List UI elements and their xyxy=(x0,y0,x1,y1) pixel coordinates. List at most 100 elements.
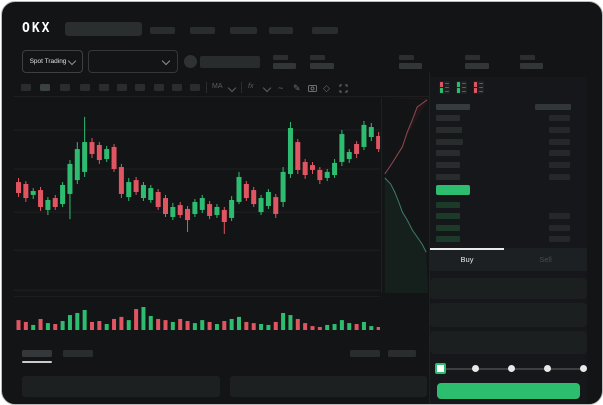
bid-row-2-price[interactable] xyxy=(436,225,460,231)
active-tab-underline xyxy=(22,361,52,363)
ask-row-0-price[interactable] xyxy=(436,104,470,110)
candlestick-chart[interactable] xyxy=(14,98,380,294)
timeframe-button-1[interactable] xyxy=(40,84,50,91)
bottom-placeholder-1[interactable] xyxy=(388,350,416,357)
slider-stop-4[interactable] xyxy=(579,364,587,372)
candle-body xyxy=(229,199,235,218)
ask-row-6-price[interactable] xyxy=(436,174,460,180)
trade-field-1[interactable] xyxy=(430,303,587,327)
trade-field-2[interactable] xyxy=(430,331,587,354)
volume-bar xyxy=(332,324,337,330)
diamond-icon[interactable]: ◇ xyxy=(323,83,330,93)
timeframe-button-2[interactable] xyxy=(60,84,70,91)
orderbook-panel: Buy Sell xyxy=(430,77,587,404)
candle-body xyxy=(148,188,154,200)
candle-body xyxy=(170,207,176,217)
ask-row-5-price[interactable] xyxy=(436,162,460,168)
ask-row-3-price[interactable] xyxy=(436,139,463,145)
bid-row-3-price[interactable] xyxy=(436,236,460,242)
chevron-down-icon[interactable] xyxy=(262,83,272,93)
fullscreen-icon[interactable] xyxy=(339,84,348,93)
candle-body xyxy=(346,152,352,160)
bottom-bar-1[interactable] xyxy=(230,376,427,397)
volume-bar xyxy=(244,321,249,330)
book-buy-icon[interactable] xyxy=(456,81,467,94)
timeframe-button-5[interactable] xyxy=(117,84,127,91)
candle-body xyxy=(361,124,367,147)
ask-row-4-amount xyxy=(549,150,570,156)
nav-item-4[interactable] xyxy=(312,27,338,34)
ask-row-1-amount xyxy=(549,115,570,121)
timeframe-button-7[interactable] xyxy=(154,84,164,91)
timeframe-button-9[interactable] xyxy=(190,84,200,91)
trade-field-0[interactable] xyxy=(430,278,587,299)
nav-item-0[interactable] xyxy=(150,27,175,34)
stat-0-value xyxy=(273,63,296,69)
volume-bar xyxy=(90,321,94,330)
bottom-tab-0[interactable] xyxy=(22,350,52,357)
volume-bar xyxy=(288,315,293,330)
fx-dropdown[interactable]: fx xyxy=(248,83,254,90)
nav-item-3[interactable] xyxy=(269,27,293,34)
candle-body xyxy=(177,205,183,215)
depth-sell-line xyxy=(384,99,428,175)
volume-chart[interactable] xyxy=(14,301,380,332)
ask-row-4-price[interactable] xyxy=(436,150,460,156)
ask-row-2-price[interactable] xyxy=(436,127,462,133)
ask-row-2-amount xyxy=(549,127,570,133)
timeframe-button-4[interactable] xyxy=(99,84,109,91)
tab-sell[interactable]: Sell xyxy=(539,255,552,264)
candle-body xyxy=(155,191,161,208)
line-tool-icon[interactable]: ~ xyxy=(278,83,284,93)
slider-stop-1[interactable] xyxy=(472,364,480,372)
timeframe-button-0[interactable] xyxy=(21,84,31,91)
bottom-bar-0[interactable] xyxy=(22,376,220,397)
timeframe-button-3[interactable] xyxy=(80,84,90,91)
toolbar-divider xyxy=(241,82,242,93)
volume-bar xyxy=(354,324,359,330)
candle-body xyxy=(258,198,264,213)
tab-buy[interactable]: Buy xyxy=(460,255,474,264)
okx-logo[interactable]: OKX xyxy=(22,21,52,36)
volume-bar xyxy=(104,324,109,330)
candle-body xyxy=(82,142,88,172)
slider-stop-2[interactable] xyxy=(508,364,515,372)
chevron-down-icon[interactable] xyxy=(227,83,237,93)
candle-body xyxy=(67,163,73,194)
candle-body xyxy=(332,162,338,176)
draw-pencil-icon[interactable]: ✎ xyxy=(293,83,301,93)
timeframe-button-6[interactable] xyxy=(135,84,145,91)
bid-row-0-price[interactable] xyxy=(436,202,460,208)
pair-avatar xyxy=(184,55,197,68)
candle-body xyxy=(74,149,80,181)
bottom-tab-1[interactable] xyxy=(63,350,93,357)
stat-4-label xyxy=(520,55,535,60)
nav-item-1[interactable] xyxy=(190,27,215,34)
book-sell-icon[interactable] xyxy=(473,81,484,94)
timeframe-button-8[interactable] xyxy=(172,84,182,91)
indicator-dropdown[interactable]: MA xyxy=(212,83,223,90)
pair-select-dropdown[interactable] xyxy=(88,50,178,73)
depth-chart[interactable] xyxy=(383,98,428,293)
volume-bar xyxy=(273,321,278,330)
book-both-icon[interactable] xyxy=(439,81,450,94)
slider-stop-3[interactable] xyxy=(543,364,551,372)
bottom-placeholder-0[interactable] xyxy=(350,350,380,357)
nav-item-2[interactable] xyxy=(230,27,257,34)
volume-bar xyxy=(325,324,330,330)
candle-body xyxy=(30,191,36,195)
buy-submit-button[interactable] xyxy=(437,383,580,399)
candle-body xyxy=(368,127,374,137)
market-mode-dropdown[interactable]: Spot Trading xyxy=(22,50,83,73)
candle-body xyxy=(133,180,139,192)
volume-bar xyxy=(60,321,65,330)
last-price-badge[interactable] xyxy=(436,185,470,195)
bid-row-1-price[interactable] xyxy=(436,213,460,219)
slider-handle[interactable] xyxy=(435,363,446,374)
search-input[interactable] xyxy=(65,22,142,36)
camera-icon[interactable] xyxy=(308,84,317,92)
candle-body xyxy=(251,190,257,205)
ask-row-1-price[interactable] xyxy=(436,115,460,121)
